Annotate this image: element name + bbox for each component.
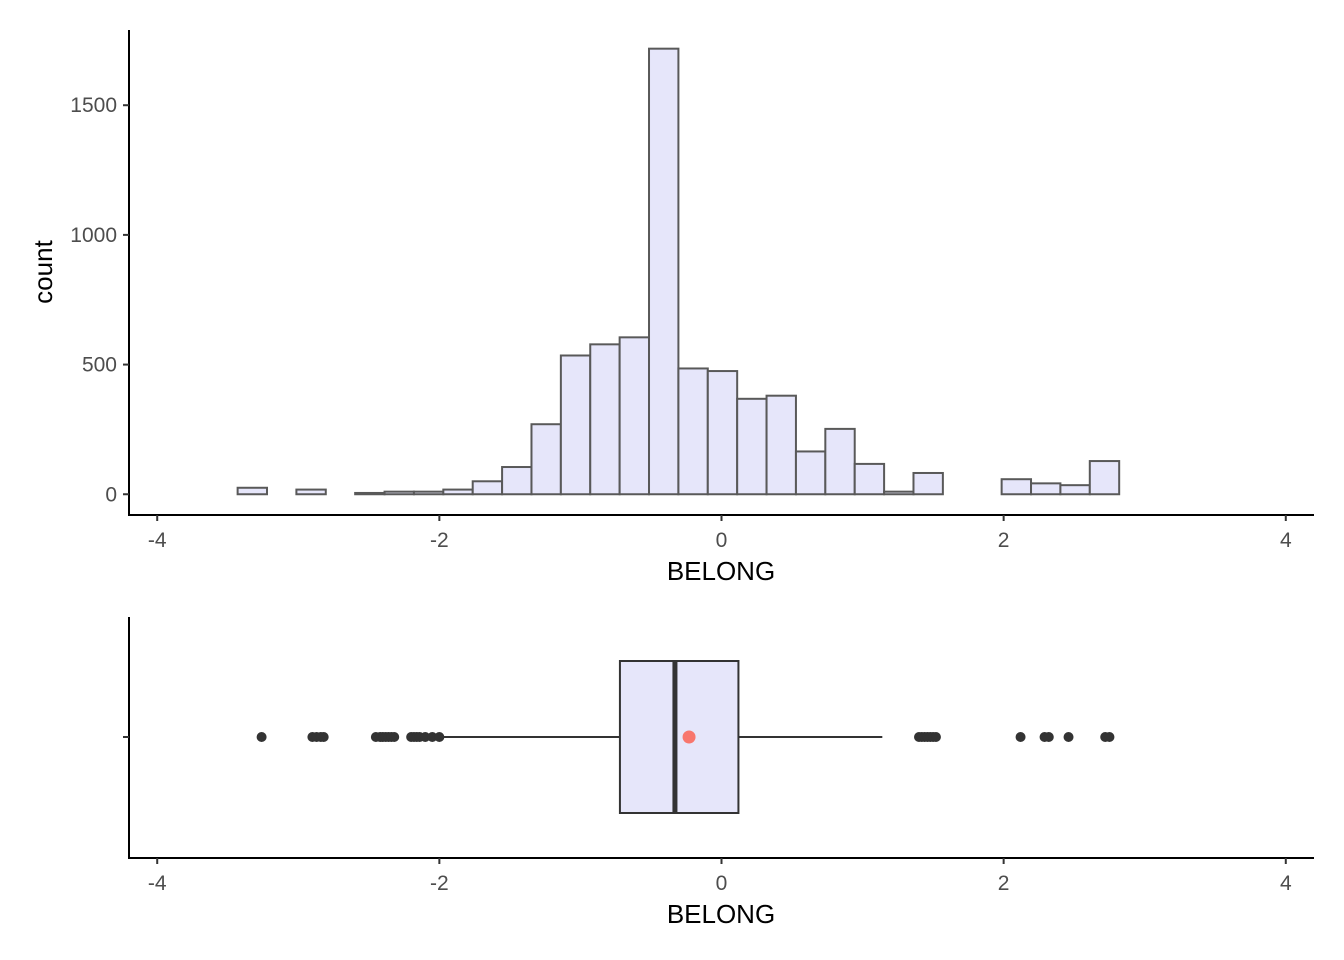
histogram-panel: -4 -2 0 2 4 0 500 1000 1500 BELONG count (28, 30, 1314, 586)
histogram-bar (1088, 460, 1121, 496)
histogram-bar (295, 488, 327, 496)
histogram-x-ticks: -4 -2 0 2 4 (148, 515, 1292, 552)
histogram-bars (236, 47, 1121, 496)
boxplot-outlier (1015, 732, 1026, 742)
histogram-x-tick-label: 4 (1280, 529, 1292, 552)
histogram-y-tick-label: 1500 (70, 94, 117, 117)
histogram-x-tick-label: 2 (998, 529, 1010, 552)
boxplot-outlier (389, 732, 400, 742)
boxplot-outlier (318, 732, 329, 742)
histogram-bar (1059, 484, 1091, 496)
histogram-bar (618, 336, 651, 496)
boxplot-outlier (1043, 732, 1054, 742)
histogram-bar (883, 490, 915, 496)
histogram-bar (383, 490, 415, 496)
boxplot-outlier (1104, 732, 1115, 742)
boxplot-box (618, 660, 740, 814)
histogram-x-tick-label: 0 (716, 529, 728, 552)
histogram-x-axis-title: BELONG (667, 556, 775, 586)
boxplot-x-tick-label: 2 (998, 872, 1010, 895)
histogram-bar (501, 466, 533, 496)
boxplot-marks (256, 660, 1115, 814)
histogram-y-tick-label: 500 (82, 354, 117, 377)
boxplot-mean-point (682, 730, 696, 744)
boxplot-x-tick-label: -4 (148, 872, 167, 895)
boxplot-outlier (420, 732, 431, 742)
boxplot-outlier (1063, 732, 1074, 742)
boxplot-panel: -4 -2 0 2 4 BELONG (123, 617, 1314, 929)
boxplot-outlier (930, 732, 941, 742)
boxplot-outlier (256, 732, 267, 742)
histogram-bar (794, 450, 827, 496)
histogram-y-ticks: 0 500 1000 1500 (70, 94, 129, 506)
histogram-bar (824, 427, 856, 496)
boxplot-x-tick-label: -2 (430, 872, 449, 895)
histogram-bar (559, 354, 592, 496)
histogram-y-axis-title: count (28, 239, 58, 303)
histogram-bar (442, 488, 474, 496)
histogram-bar (648, 47, 680, 496)
histogram-x-tick-label: -2 (430, 529, 449, 552)
histogram-bar (677, 367, 709, 496)
histogram-bar (589, 343, 621, 496)
histogram-bar (706, 370, 739, 496)
histogram-y-tick-label: 1000 (70, 224, 117, 247)
boxplot-x-axis-title: BELONG (667, 899, 775, 929)
histogram-bar (1000, 478, 1033, 496)
histogram-bar (412, 490, 445, 496)
histogram-bar (853, 462, 886, 496)
boxplot-x-tick-label: 0 (716, 872, 728, 895)
histogram-x-tick-label: -4 (148, 529, 167, 552)
boxplot-x-tick-label: 4 (1280, 872, 1292, 895)
histogram-bar (736, 397, 768, 496)
histogram-bar (471, 480, 504, 496)
boxplot-outlier (427, 732, 438, 742)
histogram-bar (765, 394, 797, 496)
histogram-bar (912, 471, 944, 496)
histogram-bar (1030, 482, 1062, 496)
boxplot-x-ticks: -4 -2 0 2 4 (148, 858, 1292, 895)
histogram-bar (530, 423, 562, 496)
histogram-bar (354, 491, 386, 496)
histogram-bar (236, 486, 269, 496)
histogram-y-tick-label: 0 (105, 483, 117, 506)
boxplot-outlier (434, 732, 445, 742)
